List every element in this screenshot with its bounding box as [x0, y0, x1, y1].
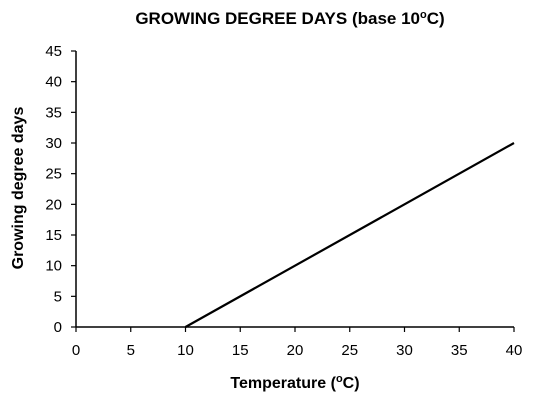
y-tick-label: 10 — [45, 258, 62, 275]
x-tick-label: 35 — [451, 342, 468, 359]
x-tick-label: 20 — [287, 342, 304, 359]
y-tick-label: 15 — [45, 227, 62, 244]
x-tick-label: 30 — [396, 342, 413, 359]
x-tick-label: 40 — [506, 342, 523, 359]
y-tick-label: 0 — [54, 319, 62, 336]
plot-area: 0 5 10 15 20 25 30 35 40 0 5 10 15 20 25 30 35 40 45 — [45, 43, 522, 359]
y-tick-label: 35 — [45, 104, 62, 121]
x-axis-title: Temperature (oC) — [230, 373, 359, 392]
x-tick-label: 0 — [72, 342, 80, 359]
x-tick-label: 15 — [232, 342, 249, 359]
y-tick-label: 40 — [45, 74, 62, 91]
series-line — [184, 142, 515, 328]
y-tick-label: 5 — [54, 288, 62, 305]
y-axis-title: Growing degree days — [10, 107, 27, 270]
y-axis-ticks: 0 5 10 15 20 25 30 35 40 45 — [45, 43, 76, 336]
y-tick-label: 30 — [45, 135, 62, 152]
y-tick-label: 20 — [45, 196, 62, 213]
x-tick-label: 25 — [341, 342, 358, 359]
x-tick-label: 5 — [127, 342, 135, 359]
x-tick-label: 10 — [177, 342, 194, 359]
chart-title: GROWING DEGREE DAYS (base 10oC) — [135, 9, 444, 28]
x-axis-ticks: 0 5 10 15 20 25 30 35 40 — [72, 327, 523, 359]
y-tick-label: 25 — [45, 166, 62, 183]
y-tick-label: 45 — [45, 43, 62, 60]
series-layer — [184, 142, 515, 328]
